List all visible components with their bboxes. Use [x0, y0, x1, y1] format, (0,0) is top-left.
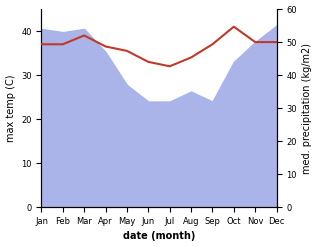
Y-axis label: max temp (C): max temp (C) [5, 74, 16, 142]
Y-axis label: med. precipitation (kg/m2): med. precipitation (kg/m2) [302, 43, 313, 174]
X-axis label: date (month): date (month) [123, 231, 195, 242]
